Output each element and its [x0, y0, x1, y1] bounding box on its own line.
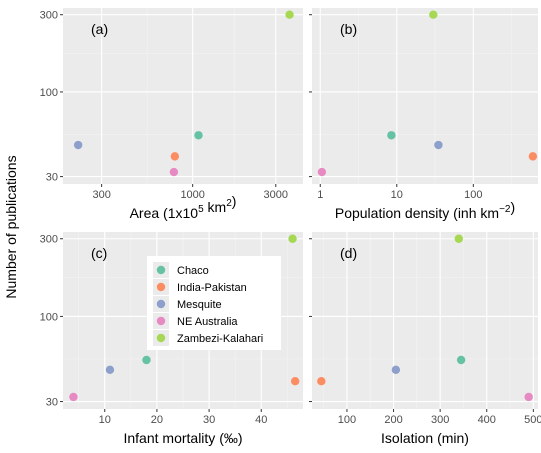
x-axis-title: Area (1x105 km2): [130, 193, 237, 221]
x-tick-label: 30: [203, 414, 215, 426]
panel-background: [312, 232, 538, 409]
x-axis-title-superscript: 5: [198, 204, 204, 215]
panel-tag: (b): [340, 21, 357, 37]
data-point-chaco: [194, 131, 203, 140]
x-tick-label: 10: [391, 189, 403, 201]
x-tick-label: 3000: [264, 189, 288, 201]
data-point-zambezi-kalahari: [285, 10, 294, 19]
data-point-mesquite: [434, 140, 443, 150]
x-tick-label: 1: [317, 189, 323, 201]
data-point-chaco: [387, 131, 396, 140]
data-point-chaco: [456, 355, 466, 365]
x-axis-title-text: Isolation (min): [381, 430, 469, 446]
panel-b: 1 10 100 (b) Population density (inh km−2): [309, 8, 538, 221]
x-tick-label: 400: [478, 414, 496, 426]
data-point-zambezi-kalahari: [288, 234, 297, 243]
x-tick-label: 500: [524, 414, 541, 426]
data-point-india-pakistan: [317, 377, 326, 386]
data-point-mesquite: [391, 365, 401, 375]
panel-tag: (c): [91, 245, 107, 261]
x-axis-title-text: Area (1x10: [130, 205, 199, 221]
x-tick-label: 300: [431, 414, 449, 426]
legend: Chaco India-Pakistan Mesquite NE Australia Z…: [147, 256, 281, 350]
y-tick-label: 100: [40, 87, 58, 99]
panel-tag: (d): [340, 245, 357, 261]
x-tick-label: 10: [99, 414, 111, 426]
legend-label: Chaco: [177, 265, 209, 277]
data-point-ne-australia: [317, 167, 327, 177]
legend-background: [147, 256, 281, 350]
x-axis-title-text: km: [204, 199, 227, 215]
data-point-mesquite: [105, 365, 115, 375]
data-point-zambezi-kalahari: [454, 234, 463, 243]
legend-label: India-Pakistan: [177, 282, 247, 294]
legend-label: NE Australia: [177, 316, 238, 328]
x-tick-label: 1000: [180, 189, 204, 201]
x-axis-title-text: Population density (inh km: [335, 205, 499, 221]
x-tick-label: 20: [151, 414, 163, 426]
x-tick-label: 300: [92, 189, 110, 201]
x-axis-title-text: ): [232, 193, 237, 209]
y-tick-label: 30: [46, 397, 58, 409]
x-tick-label: 200: [384, 414, 402, 426]
x-axis-title: Population density (inh km−2): [335, 199, 515, 221]
panel-background: [63, 8, 303, 184]
panel-tag: (a): [91, 21, 108, 37]
x-axis-title-text: Infant mortality (‰): [123, 430, 242, 446]
data-point-india-pakistan: [528, 152, 538, 161]
legend-key-zambezi-kalahari: [156, 333, 166, 343]
legend-key-india-pakistan: [156, 282, 166, 292]
panel-a: 300 1000 3000 30 100 300 (a) Area (1x105 km2): [40, 8, 303, 221]
legend-key-chaco: [156, 265, 166, 275]
legend-label: Mesquite: [177, 299, 222, 311]
y-axis-title: Number of publications: [3, 155, 19, 298]
data-point-ne-australia: [169, 167, 179, 177]
y-tick-label: 30: [46, 172, 58, 184]
data-point-india-pakistan: [170, 152, 180, 161]
legend-key-ne-australia: [156, 316, 166, 326]
data-point-chaco: [142, 355, 151, 365]
x-tick-label: 100: [338, 414, 356, 426]
data-point-zambezi-kalahari: [429, 10, 438, 19]
legend-key-mesquite: [156, 299, 166, 309]
data-point-ne-australia: [69, 392, 78, 402]
y-tick-label: 300: [40, 234, 58, 246]
data-point-ne-australia: [524, 392, 533, 402]
panel-background: [312, 8, 538, 184]
x-axis-title-superscript: 2: [226, 198, 232, 209]
data-point-india-pakistan: [290, 377, 300, 386]
x-tick-label: 100: [464, 189, 482, 201]
legend-label: Zambezi-Kalahari: [177, 333, 263, 345]
x-axis-title: Infant mortality (‰): [123, 430, 242, 446]
x-tick-label: 40: [255, 414, 267, 426]
y-tick-label: 100: [40, 311, 58, 323]
x-axis-title: Isolation (min): [381, 430, 469, 446]
x-axis-title-text: ): [510, 199, 515, 215]
y-tick-label: 300: [40, 10, 58, 22]
x-axis-title-superscript: −2: [499, 204, 511, 215]
data-point-mesquite: [73, 140, 83, 150]
panel-d: 100 200 300 400 500 (d) Isolation (min): [309, 232, 541, 446]
